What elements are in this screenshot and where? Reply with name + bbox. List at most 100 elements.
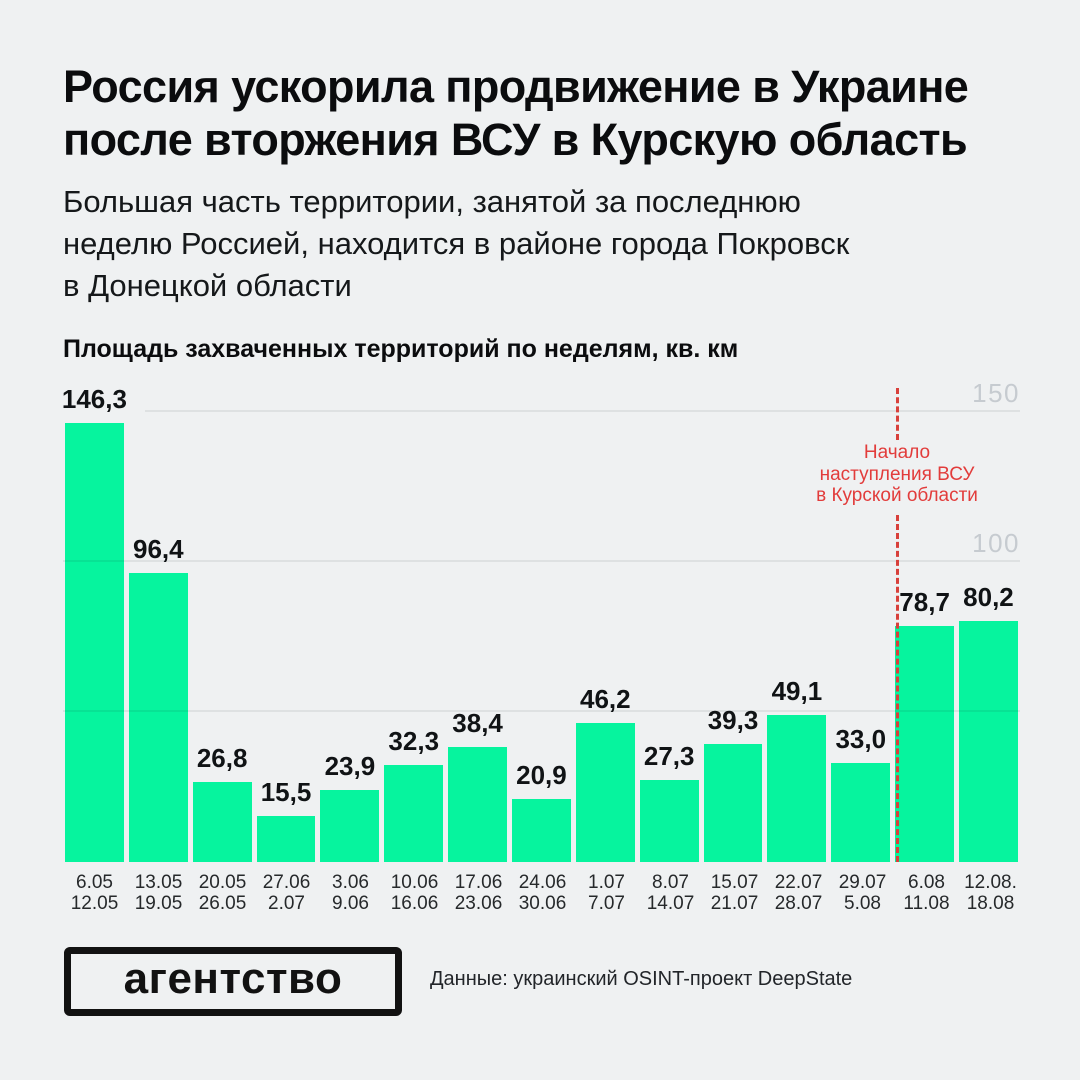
- bar-value-label: 38,4: [452, 707, 503, 738]
- y-tick-150: 150: [972, 378, 1020, 408]
- x-tick-label: 24.06 30.06: [513, 872, 572, 914]
- x-tick-line: 28.07: [774, 893, 823, 914]
- x-tick-line: 24.06: [518, 872, 567, 893]
- x-tick-line: 11.08: [903, 893, 950, 914]
- x-tick-label: 27.06 2.07: [257, 872, 316, 914]
- x-tick-label: 8.07 14.07: [641, 872, 700, 914]
- bar-group: 80,2: [959, 380, 1018, 862]
- x-tick-line: 29.07: [838, 872, 887, 893]
- x-tick-line: 12.08.: [964, 872, 1017, 893]
- x-tick-label: 15.07 21.07: [705, 872, 764, 914]
- x-tick-line: 15.07: [710, 872, 759, 893]
- bar-value-label: 20,9: [516, 760, 567, 791]
- x-tick-line: 30.06: [518, 893, 567, 914]
- bar-group: 146,3: [62, 380, 127, 862]
- bar-group: 27,3: [639, 380, 699, 862]
- x-tick-line: 23.06: [454, 893, 503, 914]
- x-tick-line: 7.07: [588, 893, 625, 914]
- gridline-100: [63, 560, 1020, 562]
- bar-chart-plot: 150 100 146,3 96,4 26,8 15,5 23,9 32,3 38,4 20,9…: [62, 378, 1020, 862]
- bar-group: 15,5: [256, 380, 316, 862]
- x-tick-label: 20.05 26.05: [193, 872, 252, 914]
- x-tick-label: 12.08. 18.08: [961, 872, 1020, 914]
- bar-value-label: 49,1: [771, 675, 823, 706]
- bar: [384, 765, 444, 862]
- bar-group: 96,4: [128, 380, 188, 862]
- bar-series: 146,3 96,4 26,8 15,5 23,9 32,3 38,4 20,9 46,2 27,…: [62, 380, 1018, 862]
- x-tick-line: 3.06: [332, 872, 369, 893]
- x-tick-line: 18.08: [966, 893, 1015, 914]
- data-source: Данные: украинский OSINT-проект DeepStat…: [430, 968, 853, 990]
- bar-value-label: 15,5: [260, 776, 312, 807]
- event-annotation: Начало наступления ВСУ в Курской области: [816, 442, 978, 506]
- bar-value-label: 23,9: [324, 751, 376, 782]
- x-tick-line: 9.06: [332, 893, 369, 914]
- x-tick-line: 12.05: [70, 893, 119, 914]
- x-tick-line: 8.07: [652, 872, 689, 893]
- bar-value-label: 46,2: [580, 684, 631, 715]
- bar-value-label: 80,2: [963, 582, 1014, 613]
- gridline-150: [145, 410, 1020, 412]
- x-tick-label: 6.08 11.08: [897, 872, 956, 914]
- bar-group: 20,9: [512, 380, 571, 862]
- x-tick-label: 3.06 9.06: [321, 872, 380, 914]
- bar: [320, 790, 380, 862]
- bar-value-label: 146,3: [61, 384, 127, 415]
- x-tick-label: 22.07 28.07: [769, 872, 828, 914]
- bar-value-label: 27,3: [643, 741, 695, 772]
- bar-group: 32,3: [384, 380, 444, 862]
- x-tick-line: 10.06: [390, 872, 439, 893]
- x-tick-label: 6.05 12.05: [65, 872, 124, 914]
- bar-value-label: 78,7: [899, 586, 950, 617]
- bar: [895, 625, 955, 862]
- x-tick-line: 19.05: [134, 893, 183, 914]
- x-tick-line: 16.06: [390, 893, 439, 914]
- x-tick-line: 22.07: [774, 872, 823, 893]
- bar: [767, 714, 827, 862]
- bar: [831, 763, 891, 862]
- bar-group: 33,0: [831, 380, 891, 862]
- bar-group: 46,2: [575, 380, 635, 862]
- bar: [448, 746, 508, 862]
- bar: [639, 780, 699, 862]
- bar-group: 26,8: [192, 380, 252, 862]
- x-tick-line: 13.05: [134, 872, 183, 893]
- bar-value-label: 96,4: [132, 533, 184, 564]
- bar-value-label: 26,8: [196, 742, 248, 773]
- bar-value-label: 39,3: [707, 705, 759, 736]
- logo-text: агентство: [123, 954, 343, 1003]
- subtitle: Большая часть территории, занятой за пос…: [63, 184, 850, 303]
- bar: [65, 423, 124, 862]
- x-tick-line: 6.05: [76, 872, 113, 893]
- x-axis-labels: 6.05 12.05 13.05 19.05 20.05 26.05 27.06 2.07 3.…: [65, 872, 1020, 914]
- bar: [192, 781, 252, 862]
- bar-group: 49,1: [767, 380, 827, 862]
- x-tick-line: 14.07: [646, 893, 695, 914]
- bar-group: 38,4: [448, 380, 508, 862]
- x-tick-label: 13.05 19.05: [129, 872, 188, 914]
- x-tick-line: 27.06: [262, 872, 311, 893]
- x-tick-label: 17.06 23.06: [449, 872, 508, 914]
- bar-group: 78,7: [895, 380, 955, 862]
- x-tick-line: 2.07: [268, 893, 305, 914]
- x-tick-line: 5.08: [844, 893, 881, 914]
- event-dashed-line-top: [896, 388, 899, 440]
- bar: [575, 723, 635, 862]
- bar-value-label: 32,3: [388, 726, 440, 757]
- x-tick-line: 20.05: [198, 872, 247, 893]
- bar-group: 39,3: [703, 380, 763, 862]
- bar: [959, 621, 1018, 862]
- x-tick-line: 17.06: [454, 872, 503, 893]
- x-tick-line: 26.05: [198, 893, 247, 914]
- gridline-50: [63, 710, 1020, 712]
- x-tick-label: 10.06 16.06: [385, 872, 444, 914]
- bar: [703, 744, 763, 862]
- event-dashed-line-bottom: [896, 515, 899, 862]
- x-tick-label: 1.07 7.07: [577, 872, 636, 914]
- y-tick-100: 100: [972, 528, 1020, 558]
- page-title: Россия ускорила продвижение в Украине по…: [63, 61, 969, 165]
- bar-value-label: 33,0: [835, 724, 887, 754]
- bar: [128, 572, 188, 862]
- chart-title: Площадь захваченных территорий по неделя…: [63, 335, 739, 363]
